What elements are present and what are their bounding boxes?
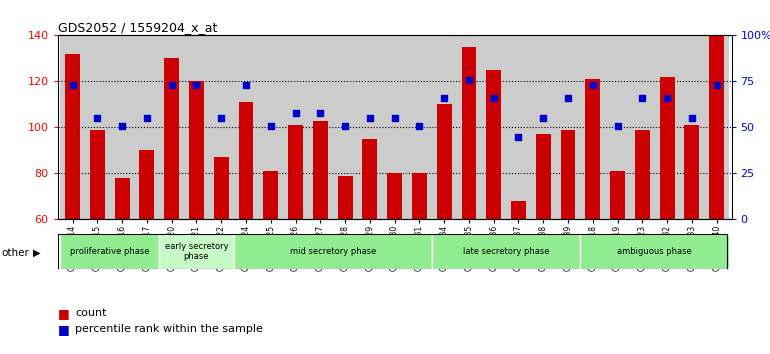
Point [141,115,153,121]
Bar [481,35,506,219]
Bar [164,58,179,219]
Point [587,82,599,88]
Bar [581,234,729,269]
Point [265,123,277,129]
Text: mid secretory phase: mid secretory phase [290,247,376,256]
Bar [531,35,556,219]
Text: GDS2052 / 1559204_x_at: GDS2052 / 1559204_x_at [58,21,217,34]
Text: count: count [75,308,107,318]
Point [611,123,624,129]
Bar [184,35,209,219]
Bar [610,171,625,219]
Point [487,95,500,101]
Bar [705,35,729,219]
Point [661,95,673,101]
Point [190,82,203,88]
Bar [85,35,110,219]
Bar [412,173,427,219]
Point [363,115,376,121]
Bar [660,77,675,219]
Bar [679,35,705,219]
Text: proliferative phase: proliferative phase [70,247,149,256]
Text: ■: ■ [58,323,69,336]
Point [215,115,227,121]
Bar [189,81,204,219]
Bar [233,35,259,219]
Point [686,115,698,121]
Bar [630,35,654,219]
Point [512,134,524,139]
Bar [561,130,575,219]
Bar [387,173,402,219]
Bar [233,234,432,269]
Bar [283,35,308,219]
Bar [457,35,481,219]
Bar [585,79,601,219]
Point [537,115,550,121]
Bar [382,35,407,219]
Bar [159,234,233,269]
Bar [313,120,328,219]
Bar [263,171,278,219]
Text: percentile rank within the sample: percentile rank within the sample [75,324,263,334]
Bar [511,201,526,219]
Point [438,95,450,101]
Bar [407,35,432,219]
Bar [60,234,159,269]
Bar [605,35,630,219]
Bar [357,35,382,219]
Text: ▶: ▶ [33,248,41,258]
Text: early secretory
phase: early secretory phase [165,242,228,261]
Bar [65,54,80,219]
Bar [209,35,233,219]
Bar [139,150,154,219]
Bar [135,35,159,219]
Text: late secretory phase: late secretory phase [463,247,549,256]
Point [116,123,129,129]
Point [463,77,475,82]
Bar [214,157,229,219]
Point [91,115,103,121]
Bar [581,35,605,219]
Bar [432,35,457,219]
Bar [685,125,699,219]
Bar [259,35,283,219]
Bar [506,35,531,219]
Text: other: other [2,248,29,258]
Bar [90,130,105,219]
Bar [308,35,333,219]
Point [711,82,723,88]
Bar [288,125,303,219]
Bar [239,102,253,219]
Point [636,95,648,101]
Point [314,110,326,115]
Point [239,82,252,88]
Bar [159,35,184,219]
Bar [432,234,581,269]
Text: ■: ■ [58,307,69,320]
Bar [709,35,724,219]
Bar [110,35,135,219]
Point [413,123,426,129]
Point [339,123,351,129]
Bar [635,130,650,219]
Point [166,82,178,88]
Point [290,110,302,115]
Bar [487,70,501,219]
Point [66,82,79,88]
Bar [60,35,85,219]
Bar [556,35,581,219]
Bar [115,178,129,219]
Text: ambiguous phase: ambiguous phase [618,247,692,256]
Bar [363,139,377,219]
Bar [333,35,357,219]
Bar [461,47,477,219]
Point [562,95,574,101]
Bar [536,134,551,219]
Point [388,115,400,121]
Bar [654,35,679,219]
Bar [338,176,353,219]
Bar [437,104,451,219]
